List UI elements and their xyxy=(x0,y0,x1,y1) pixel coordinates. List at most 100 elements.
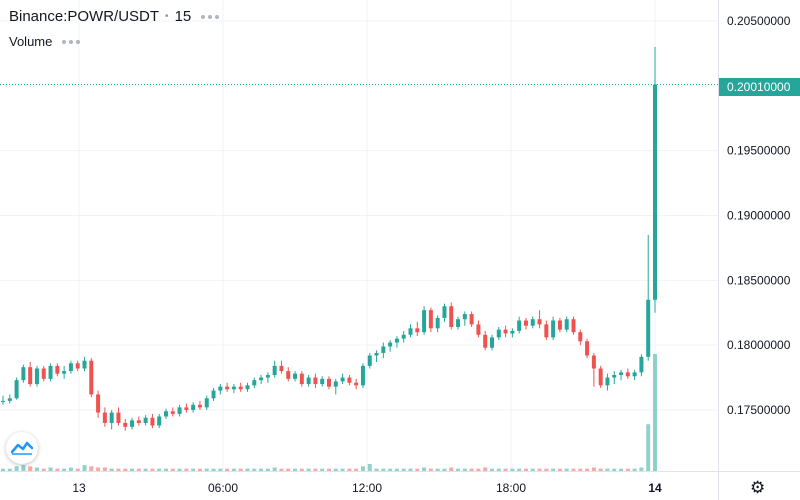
volume-bar xyxy=(28,466,33,471)
volume-bar xyxy=(428,468,433,471)
candle-body xyxy=(646,299,651,357)
volume-bar xyxy=(469,468,474,471)
volume-bar xyxy=(286,468,291,471)
candle-body xyxy=(34,368,39,385)
volume-bar xyxy=(557,468,562,471)
candle-body xyxy=(551,320,556,338)
volume-bar xyxy=(136,468,141,471)
candle-body xyxy=(564,319,569,330)
volume-bar xyxy=(62,468,67,471)
candle-body xyxy=(435,317,440,329)
candle-body xyxy=(218,386,223,391)
volume-bar xyxy=(245,468,250,471)
y-tick-label: 0.19000000 xyxy=(727,208,791,222)
volume-bar xyxy=(388,468,393,471)
volume-bar xyxy=(598,468,603,471)
volume-bar xyxy=(551,468,556,471)
volume-bar xyxy=(55,468,60,471)
volume-bar xyxy=(585,468,590,471)
candle-body xyxy=(462,314,467,320)
candle-body xyxy=(381,346,386,353)
volume-bar xyxy=(320,468,325,471)
candle-body xyxy=(388,342,393,347)
candle-body xyxy=(374,352,379,356)
volume-bar xyxy=(374,468,379,471)
volume-bar xyxy=(435,468,440,471)
candle-body xyxy=(530,319,535,326)
candle-body xyxy=(408,328,413,335)
candle-body xyxy=(625,372,630,377)
volume-label: Volume xyxy=(9,34,53,49)
candle-body xyxy=(259,377,264,381)
candle-body xyxy=(415,328,420,333)
candle-body xyxy=(102,412,107,423)
volume-bar xyxy=(483,467,488,471)
volume-bar xyxy=(306,468,311,471)
volume-bar xyxy=(619,468,624,471)
candle-body xyxy=(293,373,298,379)
candle-body xyxy=(21,367,26,381)
volume-bar xyxy=(293,468,298,471)
candle-body xyxy=(170,411,175,414)
tradingview-logo-icon[interactable] xyxy=(6,432,38,464)
candle-body xyxy=(367,355,372,366)
volume-bar xyxy=(34,467,39,471)
volume-bar xyxy=(109,468,114,471)
x-tick-label: 14 xyxy=(648,481,662,495)
volume-bar xyxy=(605,468,610,471)
volume-bar xyxy=(496,468,501,471)
volume-bar xyxy=(299,468,304,471)
volume-bar xyxy=(490,468,494,471)
volume-bar xyxy=(102,467,107,471)
volume-bar xyxy=(354,468,359,471)
gear-icon[interactable]: ⚙ xyxy=(750,478,766,497)
volume-bar xyxy=(21,465,26,471)
volume-bar xyxy=(313,468,318,471)
candle-body xyxy=(456,319,461,327)
candle-body xyxy=(136,420,141,423)
volume-bar xyxy=(204,468,209,471)
volume-bar xyxy=(408,468,413,471)
candle-body xyxy=(571,319,576,333)
candle-body xyxy=(333,381,338,387)
candle-body xyxy=(48,365,53,379)
y-tick-label: 0.18500000 xyxy=(727,273,791,287)
candle-body xyxy=(109,412,114,423)
volume-bar xyxy=(123,468,128,471)
volume-bar xyxy=(272,467,277,471)
candle-body xyxy=(7,398,12,401)
candle-body xyxy=(150,417,155,426)
more-dots-icon[interactable] xyxy=(62,39,81,44)
candle-body xyxy=(279,365,284,372)
volume-bar xyxy=(143,468,148,471)
volume-bar xyxy=(456,468,461,471)
volume-bar xyxy=(394,468,399,471)
candle-body xyxy=(442,306,447,318)
volume-bar xyxy=(360,466,365,471)
x-tick-label: 12:00 xyxy=(352,481,382,495)
volume-bar xyxy=(632,468,637,471)
candle-body xyxy=(157,416,162,426)
candle-body xyxy=(41,368,46,379)
candle-body xyxy=(320,378,325,385)
volume-bar xyxy=(225,468,230,471)
candle-body xyxy=(197,404,202,408)
volume-bar xyxy=(639,467,644,471)
candle-body xyxy=(313,377,318,385)
candle-body xyxy=(585,341,590,356)
candle-body xyxy=(401,334,406,339)
x-tick-label: 18:00 xyxy=(496,481,526,495)
volume-bar xyxy=(252,468,257,471)
volume-legend: Volume xyxy=(9,34,81,49)
candle-body xyxy=(394,338,399,343)
candle-body xyxy=(537,319,542,325)
volume-bar xyxy=(197,468,202,471)
y-tick-label: 0.17500000 xyxy=(727,403,791,417)
candle-body xyxy=(476,324,481,335)
more-dots-icon[interactable] xyxy=(201,14,220,19)
volume-bar xyxy=(191,468,196,471)
volume-bar xyxy=(510,468,515,471)
volume-bar xyxy=(578,468,583,471)
volume-bar xyxy=(1,468,5,471)
